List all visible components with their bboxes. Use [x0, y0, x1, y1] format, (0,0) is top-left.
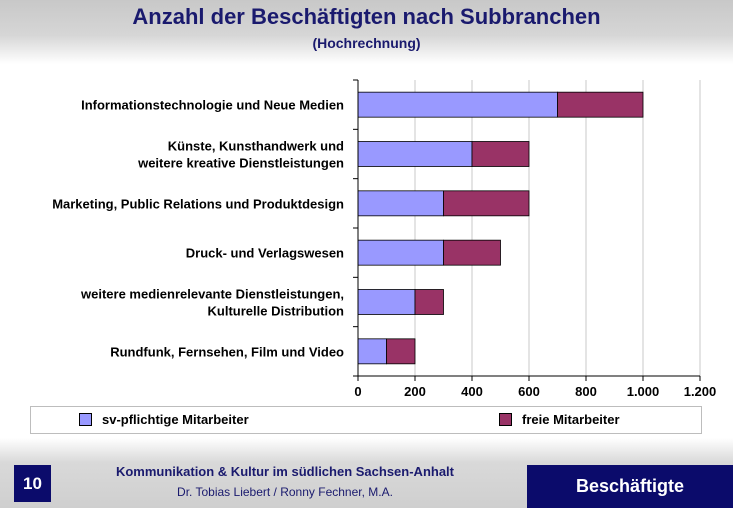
category-label: Informationstechnologie und Neue Medien: [81, 98, 344, 113]
x-tick-label: 600: [518, 384, 540, 399]
bar-chart: Informationstechnologie und Neue Medien K…: [52, 79, 717, 399]
bar-sv-pflichtig: [357, 141, 473, 167]
x-tick-label: 1.200: [684, 384, 717, 399]
legend-item-freie: freie Mitarbeiter: [499, 412, 620, 427]
bar-sv-pflichtig: [357, 289, 416, 315]
x-tick-label: 200: [404, 384, 426, 399]
category-label: weitere medienrelevante Dienstleistungen…: [80, 287, 344, 302]
category-label: Kulturelle Distribution: [208, 304, 345, 319]
legend-label-sv: sv-pflichtige Mitarbeiter: [102, 412, 249, 427]
bar-freie: [443, 239, 501, 266]
section-badge: Beschäftigte: [527, 465, 733, 508]
bar-freie: [471, 141, 530, 167]
legend-swatch-freie: [499, 413, 512, 426]
bar-freie: [443, 190, 530, 217]
bar-freie: [414, 289, 444, 315]
category-label: Druck- und Verlagswesen: [186, 246, 344, 261]
bar-freie: [557, 91, 644, 118]
chart-legend: sv-pflichtige Mitarbeiter freie Mitarbei…: [30, 406, 702, 434]
page-number: 10: [14, 465, 51, 502]
footer-authors: Dr. Tobias Liebert / Ronny Fechner, M.A.: [177, 485, 393, 499]
bar-sv-pflichtig: [357, 338, 387, 365]
x-tick-label: 1.000: [627, 384, 660, 399]
category-label: weitere kreative Dienstleistungen: [137, 156, 344, 171]
x-tick-label: 400: [461, 384, 483, 399]
category-label: Rundfunk, Fernsehen, Film und Video: [110, 344, 344, 359]
category-label: Marketing, Public Relations und Produktd…: [52, 196, 344, 211]
chart-subtitle: (Hochrechnung): [312, 35, 421, 51]
legend-label-freie: freie Mitarbeiter: [522, 412, 620, 427]
bar-freie: [386, 338, 416, 365]
footer-band: 10 Kommunikation & Kultur im südlichen S…: [0, 438, 733, 508]
legend-item-sv: sv-pflichtige Mitarbeiter: [79, 412, 249, 427]
header-band: Anzahl der Beschäftigten nach Subbranche…: [0, 0, 733, 64]
x-tick-label: 800: [575, 384, 597, 399]
x-tick-label: 0: [354, 384, 361, 399]
bar-sv-pflichtig: [357, 190, 444, 217]
legend-swatch-sv: [79, 413, 92, 426]
footer-title: Kommunikation & Kultur im südlichen Sach…: [115, 464, 455, 479]
category-label: Künste, Kunsthandwerk und: [168, 139, 344, 154]
bar-sv-pflichtig: [357, 239, 444, 266]
chart-title: Anzahl der Beschäftigten nach Subbranche…: [132, 4, 601, 29]
bar-sv-pflichtig: [357, 91, 558, 118]
